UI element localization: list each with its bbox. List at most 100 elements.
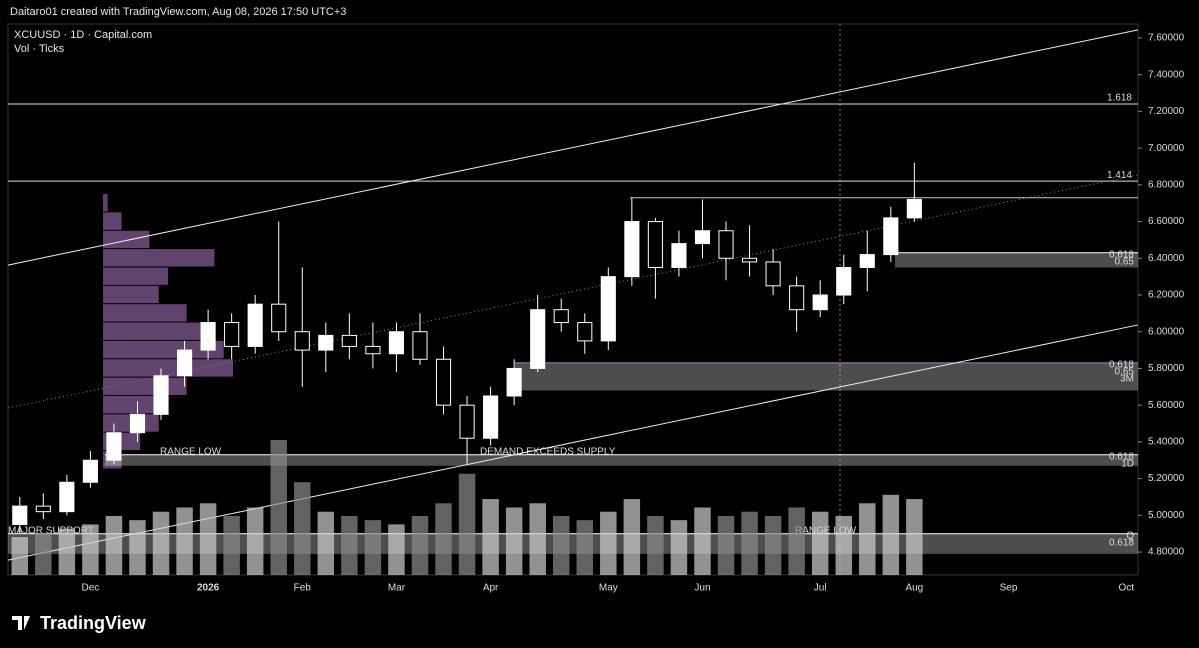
volume-bar (623, 499, 641, 575)
y-tick-label: 5.40000 (1148, 437, 1185, 448)
candle-body (506, 367, 522, 397)
candle-body (412, 331, 428, 360)
candle-body (694, 230, 711, 245)
channel-line (7, 174, 1139, 409)
y-tick-label: 6.20000 (1148, 290, 1185, 301)
candle-body (365, 345, 381, 355)
brand-logo (12, 616, 30, 630)
zone (8, 533, 1138, 554)
x-tick-label: May (599, 583, 618, 594)
chart-frame (7, 23, 1139, 576)
candle-body (742, 257, 758, 263)
candle-body (177, 349, 193, 377)
volume-profile-row (103, 230, 150, 249)
volume-profile-row (103, 304, 187, 322)
volume-bar (717, 515, 735, 575)
zone-note: RANGE LOW (160, 446, 222, 457)
candle-body (718, 230, 734, 259)
x-tick-label: Aug (905, 583, 923, 594)
candle-body (906, 199, 922, 219)
zone (895, 252, 1138, 268)
zone-note: DEMAND EXCEEDS SUPPLY (480, 446, 616, 457)
volume-bar (317, 511, 335, 575)
y-tick-label: 7.40000 (1148, 69, 1185, 80)
volume-bar (223, 515, 240, 575)
volume-bar (906, 499, 923, 575)
zone-label: Q (1126, 530, 1134, 541)
y-tick-label: 5.00000 (1148, 510, 1185, 521)
volume-bar (482, 499, 499, 575)
candle-body (200, 322, 216, 351)
volume-bar (129, 520, 146, 575)
channel-line (7, 324, 1139, 561)
candle-body (435, 358, 452, 406)
candle-body (883, 217, 899, 256)
candle-body (859, 254, 875, 268)
volume-bar (58, 528, 76, 575)
zone-label: 0.618 (1109, 360, 1134, 371)
volume-bar (199, 503, 217, 575)
y-tick-label: 6.00000 (1148, 326, 1185, 337)
volume-bar (764, 515, 782, 575)
volume-bar (529, 503, 546, 575)
zone-label: 0.618 (1109, 249, 1134, 260)
fib-label: 1.414 (1107, 170, 1132, 181)
candle-body (765, 261, 781, 287)
candle-body (153, 375, 169, 415)
volume-profile-row (103, 340, 224, 359)
x-tick-label: Oct (1118, 583, 1134, 594)
volume-bar (647, 515, 664, 575)
candle-body (294, 331, 310, 351)
volume-bar (294, 482, 311, 575)
volume-bar (811, 511, 829, 575)
zone (105, 454, 1138, 466)
volume-bar (11, 537, 29, 575)
candle-body (812, 294, 828, 311)
y-tick-label: 7.00000 (1148, 143, 1185, 154)
x-tick-label: Apr (483, 583, 499, 594)
candle-body (247, 303, 263, 347)
volume-bar (270, 440, 287, 575)
volume-profile-row (103, 395, 168, 414)
candle-body (530, 309, 546, 369)
zone-label: 1D (1121, 458, 1134, 469)
volume-bar (364, 520, 382, 575)
volume-profile-row (103, 249, 215, 267)
zone (515, 362, 1138, 391)
candle-body (318, 334, 334, 351)
symbol: XCUUSD · 1D · Capital.com (14, 29, 152, 41)
volume-bar (600, 511, 617, 575)
y-tick-label: 6.40000 (1148, 253, 1185, 264)
volume-bar (388, 524, 405, 575)
volume-bar (694, 507, 711, 575)
volume-bar (576, 520, 594, 575)
y-tick-label: 7.60000 (1148, 33, 1185, 44)
volume-profile-row (103, 377, 187, 395)
indicator: Vol · Ticks (14, 43, 65, 55)
fib-label: 1.618 (1107, 93, 1132, 104)
volume-bar (35, 532, 52, 575)
header: Daitaro01 created with TradingView.com, … (10, 6, 346, 18)
x-tick-label: 2026 (197, 583, 220, 594)
volume-bar (882, 494, 900, 575)
volume-bar (741, 511, 758, 575)
zone-label: 0.618 (1109, 451, 1134, 462)
candle-body (12, 505, 28, 526)
y-tick-label: 7.20000 (1148, 106, 1185, 117)
zone-note: MAJOR SUPPORT (8, 525, 94, 536)
brand: TradingView (40, 613, 147, 633)
y-tick-label: 5.80000 (1148, 363, 1185, 374)
x-tick-label: Mar (388, 583, 406, 594)
candle-body (624, 221, 640, 278)
volume-profile-row (103, 285, 159, 304)
volume-bar (411, 515, 429, 575)
candle-body (459, 404, 475, 439)
volume-profile-row (103, 359, 233, 377)
candle-body (671, 243, 687, 268)
candle-body (82, 459, 98, 483)
y-tick-label: 5.20000 (1148, 473, 1185, 484)
candle-body (577, 322, 593, 342)
candle-body (647, 221, 663, 268)
volume-profile-row (103, 322, 206, 340)
